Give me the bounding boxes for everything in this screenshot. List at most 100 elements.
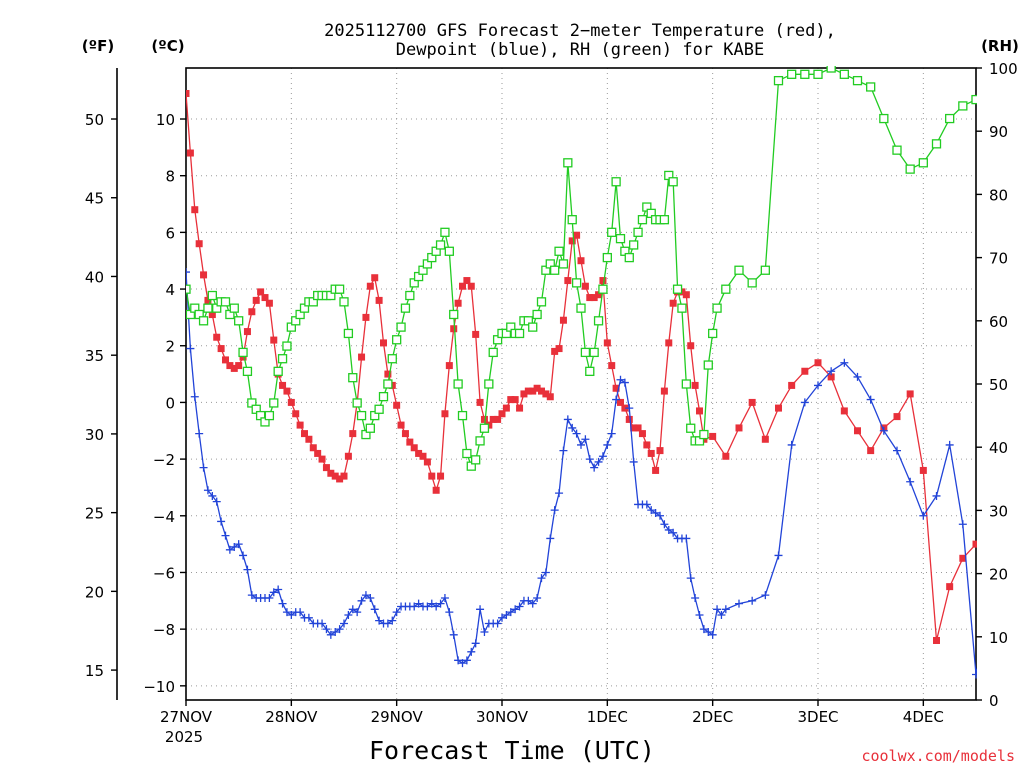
relative-humidity-point [826, 66, 836, 73]
temperature-point [344, 452, 352, 460]
temperature-point [696, 407, 703, 415]
dewpoint-point [375, 616, 384, 625]
temperature-point [445, 362, 453, 370]
fahrenheit-tick-label: 45 [85, 190, 104, 208]
temperature-point [581, 282, 589, 290]
temperature-point [252, 296, 260, 304]
relative-humidity-point [558, 259, 569, 269]
temperature-point [524, 387, 532, 395]
rh-tick-label: 70 [989, 250, 1008, 268]
series-layer [186, 66, 977, 679]
dewpoint-point [958, 520, 967, 529]
temperature-point [814, 359, 822, 367]
temperature-point [331, 472, 339, 480]
temperature-point [555, 345, 563, 353]
relative-humidity-point [681, 379, 691, 389]
dewpoint-point [704, 627, 713, 636]
dewpoint-point [546, 534, 555, 543]
rh-tick-label: 10 [989, 629, 1008, 647]
celsius-tick-label: 0 [165, 394, 175, 412]
temperature-point [625, 415, 633, 423]
temperature-point [511, 396, 519, 404]
temperature-point [375, 296, 383, 304]
temperature-point [972, 540, 977, 548]
relative-humidity-point [611, 177, 621, 187]
dewpoint-point [932, 491, 941, 500]
temperature-point [217, 345, 225, 353]
temperature-point [682, 291, 690, 299]
temperature-point [748, 398, 756, 406]
dewpoint-point [480, 627, 489, 636]
dewpoint-point [462, 656, 471, 665]
relative-humidity-point [457, 410, 468, 421]
dewpoint-point [217, 517, 226, 526]
temperature-point [309, 444, 317, 452]
relative-humidity-point [405, 290, 415, 301]
temperature-point [432, 486, 440, 494]
temperature-point [261, 294, 269, 302]
rh-unit-label: (RH) [981, 37, 1019, 55]
dewpoint-point [691, 593, 700, 602]
relative-humidity-point [712, 303, 722, 313]
dewpoint-point [348, 605, 357, 614]
temperature-point [959, 554, 967, 562]
celsius-tick-label: 2 [165, 338, 175, 356]
temperature-point [494, 415, 502, 423]
temperature-point [283, 387, 291, 395]
relative-humidity-point [567, 215, 577, 225]
dewpoint-point [318, 619, 327, 628]
relative-humidity-point [264, 410, 275, 421]
celsius-tick-label: −6 [153, 564, 175, 582]
temperature-point [322, 464, 330, 472]
relative-humidity-point [607, 227, 617, 237]
relative-humidity-point [444, 246, 454, 256]
relative-humidity-point [356, 410, 367, 421]
relative-humidity-point [905, 164, 915, 174]
temperature-point [538, 387, 545, 395]
temperature-point [590, 294, 598, 302]
dewpoint-point [629, 457, 638, 466]
relative-humidity-point [598, 284, 608, 294]
temperature-point [516, 404, 524, 412]
relative-humidity-point [383, 379, 393, 389]
dewpoint-point [686, 574, 695, 583]
relative-humidity-point [813, 69, 823, 79]
relative-humidity-point [396, 322, 406, 332]
dewpoint-point [607, 429, 616, 438]
fahrenheit-unit-label: (ºF) [82, 37, 114, 55]
dewpoint-point [221, 531, 230, 540]
relative-humidity-point [629, 240, 639, 250]
dewpoint-point [440, 593, 449, 602]
relative-humidity-point [615, 233, 626, 244]
relative-humidity-point [273, 366, 283, 377]
temperature-point [498, 410, 506, 418]
dewpoint-point [612, 395, 621, 404]
dewpoint-point [616, 375, 625, 384]
dewpoint-point [555, 489, 564, 498]
relative-humidity-point [462, 448, 472, 459]
dewpoint-point [814, 381, 822, 390]
dewpoint-point [708, 630, 717, 639]
relative-humidity-point [348, 373, 358, 383]
temperature-point [919, 466, 927, 474]
temperature-point [634, 424, 642, 432]
temperature-point [660, 387, 668, 395]
dewpoint-point [427, 599, 436, 608]
relative-humidity-point [624, 252, 634, 263]
dewpoint-point [493, 619, 502, 628]
temperature-point [801, 367, 809, 375]
relative-humidity-point [435, 240, 446, 250]
temperature-point [437, 472, 445, 480]
x-tick-label: 1DEC [587, 708, 628, 726]
temperature-point [450, 325, 458, 333]
relative-humidity-point [563, 158, 573, 168]
dewpoint-point [642, 500, 651, 509]
temperature-point [423, 458, 431, 466]
relative-humidity-point [708, 328, 718, 339]
temperature-point [248, 308, 256, 316]
dewpoint-point [541, 568, 550, 577]
relative-humidity-point [787, 69, 797, 79]
relative-humidity-point [484, 379, 494, 389]
dewpoint-point [287, 610, 296, 619]
temperature-point [441, 410, 449, 418]
